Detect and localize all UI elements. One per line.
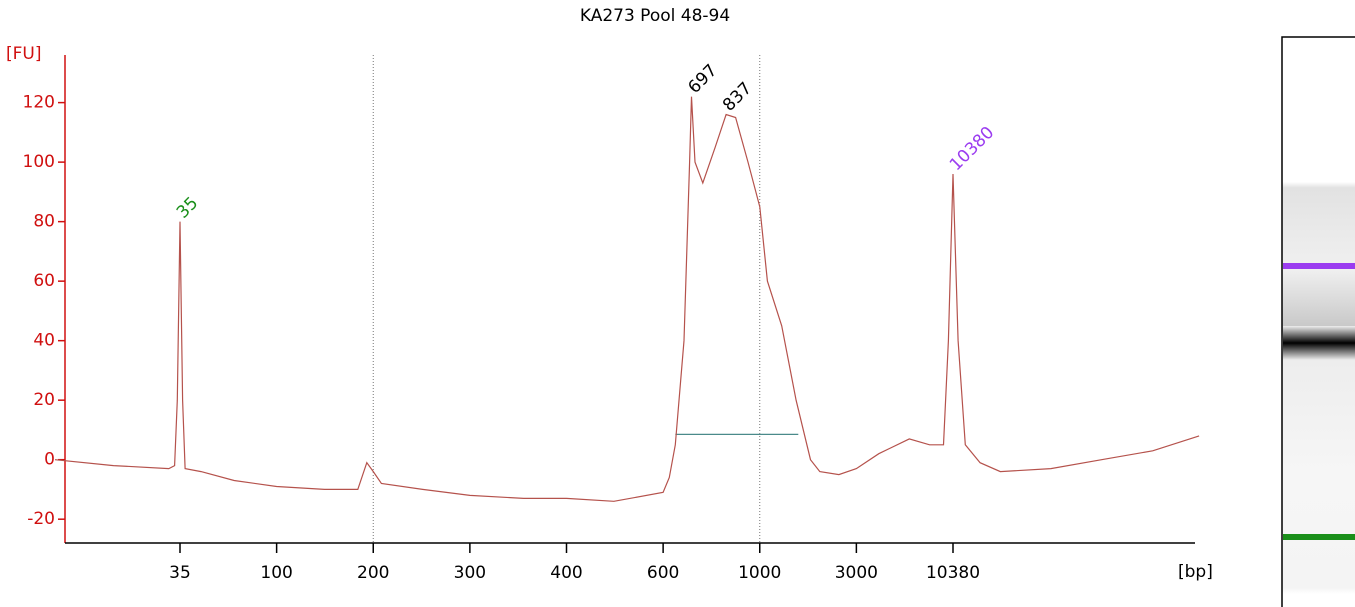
y-tick-label: 100 (23, 152, 55, 172)
peak-label: 35 (173, 193, 202, 222)
y-axis-label: [FU] (6, 44, 42, 64)
x-tick-label: 3000 (835, 563, 878, 583)
x-tick-label: 600 (647, 563, 679, 583)
x-tick-label: 1000 (738, 563, 781, 583)
y-tick-label: 40 (33, 331, 55, 351)
x-axis-label: [bp] (1178, 562, 1213, 582)
peak-label: 837 (719, 78, 756, 115)
y-tick-label: 120 (23, 93, 55, 113)
x-tick-label: 10380 (926, 563, 980, 583)
trace (54, 96, 1200, 502)
gel-lane (1281, 36, 1355, 607)
x-tick-label: 200 (357, 563, 389, 583)
y-tick-label: -20 (27, 509, 55, 529)
x-tick-label: 35 (169, 563, 191, 583)
y-tick-label: 80 (33, 212, 55, 232)
peak-label: 697 (684, 61, 721, 98)
x-tick-label: 100 (260, 563, 292, 583)
gel-marker-lower (1283, 534, 1355, 540)
peak-label: 10380 (946, 123, 998, 175)
gel-marker-upper (1283, 263, 1355, 269)
x-tick-label: 300 (454, 563, 486, 583)
y-tick-label: 60 (33, 271, 55, 291)
y-tick-label: 20 (33, 390, 55, 410)
chart-title: KA273 Pool 48-94 (580, 6, 730, 26)
gel-band (1283, 326, 1355, 360)
y-tick-label: 0 (44, 450, 55, 470)
gel-frame (1281, 36, 1355, 607)
x-tick-label: 400 (550, 563, 582, 583)
